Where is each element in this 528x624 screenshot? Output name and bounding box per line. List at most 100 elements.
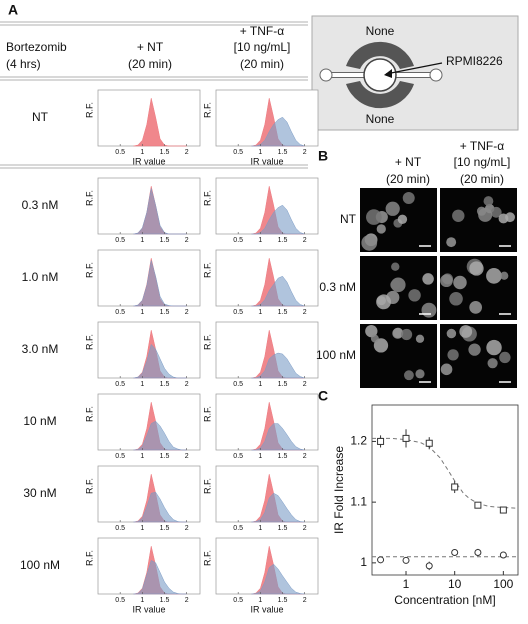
header: + TNF-α xyxy=(240,24,284,38)
x-tick-label: 2 xyxy=(185,525,189,532)
x-tick-label: 0.5 xyxy=(233,597,243,604)
y-axis-label: R.F. xyxy=(202,334,212,350)
y-axis-label: IR Fold Increase xyxy=(332,446,346,534)
x-tick-label: 1 xyxy=(140,149,144,156)
x-tick-label: 0.5 xyxy=(115,453,125,460)
marker xyxy=(474,501,482,509)
x-axis-label: IR value xyxy=(250,156,283,166)
y-tick-label: 1.2 xyxy=(350,434,367,448)
cell xyxy=(370,334,379,343)
cell xyxy=(469,301,483,314)
cell xyxy=(422,273,434,285)
row-label: 3.0 nM xyxy=(22,342,59,356)
cell xyxy=(490,206,502,218)
x-tick-label: 2 xyxy=(303,597,307,604)
x-tick-label: 0.5 xyxy=(233,237,243,244)
x-tick-label: 2 xyxy=(185,381,189,388)
x-tick-label: 1.5 xyxy=(160,381,170,388)
marker xyxy=(377,556,385,564)
x-tick-label: 2 xyxy=(185,453,189,460)
cell xyxy=(486,268,502,284)
panel-label: A xyxy=(8,2,18,18)
y-axis-label: R.F. xyxy=(84,190,94,206)
x-tick-label: 1.5 xyxy=(160,149,170,156)
cell xyxy=(385,201,400,216)
x-tick-label: 0.5 xyxy=(115,309,125,316)
row-label: 1.0 nM xyxy=(22,270,59,284)
marker xyxy=(425,562,433,570)
x-axis-label: IR value xyxy=(132,604,165,614)
x-tick-label: 1 xyxy=(258,149,262,156)
x-tick-label: 1 xyxy=(140,309,144,316)
marker xyxy=(377,437,385,445)
x-tick-label: 1.5 xyxy=(278,525,288,532)
x-tick-label: 0.5 xyxy=(115,525,125,532)
cell xyxy=(391,262,400,271)
header: + TNF-α xyxy=(460,139,504,153)
cell xyxy=(483,196,494,206)
panel-label: B xyxy=(318,148,328,164)
cell xyxy=(486,339,502,356)
cell xyxy=(402,191,415,204)
header: + NT xyxy=(395,155,422,169)
row-label: NT xyxy=(32,110,49,124)
y-axis-label: R.F. xyxy=(202,102,212,118)
x-axis-label: Concentration [nM] xyxy=(394,593,495,607)
y-axis-label: R.F. xyxy=(202,190,212,206)
marker xyxy=(451,483,459,491)
cell xyxy=(361,234,378,251)
cell xyxy=(452,209,465,223)
x-tick-label: 1.5 xyxy=(160,237,170,244)
x-tick-label: 0.5 xyxy=(115,237,125,244)
fit-line xyxy=(372,437,519,509)
label: RPMI8226 xyxy=(446,54,503,68)
x-tick-label: 1 xyxy=(258,381,262,388)
x-tick-label: 2 xyxy=(303,237,307,244)
cell xyxy=(447,349,459,361)
cell xyxy=(421,302,437,318)
x-tick-label: 2 xyxy=(303,381,307,388)
cell xyxy=(366,209,382,225)
cell xyxy=(408,289,421,302)
x-tick-label: 1.5 xyxy=(160,597,170,604)
cell xyxy=(404,370,414,381)
cell xyxy=(440,363,453,376)
y-axis-label: R.F. xyxy=(84,550,94,566)
label: None xyxy=(366,112,395,126)
histogram xyxy=(251,423,305,451)
histogram xyxy=(133,420,187,451)
x-tick-label: 1.5 xyxy=(160,453,170,460)
x-tick-label: 1 xyxy=(140,453,144,460)
y-axis-label: R.F. xyxy=(84,334,94,350)
y-axis-label: R.F. xyxy=(202,478,212,494)
header: (20 min) xyxy=(386,172,430,186)
x-tick-label: 1 xyxy=(258,525,262,532)
marker xyxy=(425,439,433,447)
header: (20 min) xyxy=(460,172,504,186)
histogram xyxy=(251,275,305,307)
x-tick-label: 1 xyxy=(258,453,262,460)
x-tick-label: 0.5 xyxy=(115,597,125,604)
x-tick-label: 2 xyxy=(185,597,189,604)
schematic xyxy=(311,15,519,131)
x-tick-label: 1.5 xyxy=(278,149,288,156)
y-axis-label: R.F. xyxy=(84,262,94,278)
x-tick-label: 1.5 xyxy=(278,237,288,244)
cell xyxy=(397,214,408,225)
header: [10 ng/mL] xyxy=(454,155,511,169)
x-tick-label: 1 xyxy=(140,597,144,604)
histogram xyxy=(133,97,187,147)
cell xyxy=(446,328,457,339)
x-tick-label: 0.5 xyxy=(233,453,243,460)
x-tick-label: 1 xyxy=(258,309,262,316)
marker xyxy=(499,506,507,514)
histogram xyxy=(251,492,305,523)
x-tick-label: 1.5 xyxy=(160,525,170,532)
x-tick-label: 1.5 xyxy=(278,453,288,460)
histogram xyxy=(133,260,187,307)
x-tick-label: 2 xyxy=(303,149,307,156)
marker xyxy=(499,551,507,559)
y-axis-label: R.F. xyxy=(202,406,212,422)
histogram xyxy=(251,563,305,595)
